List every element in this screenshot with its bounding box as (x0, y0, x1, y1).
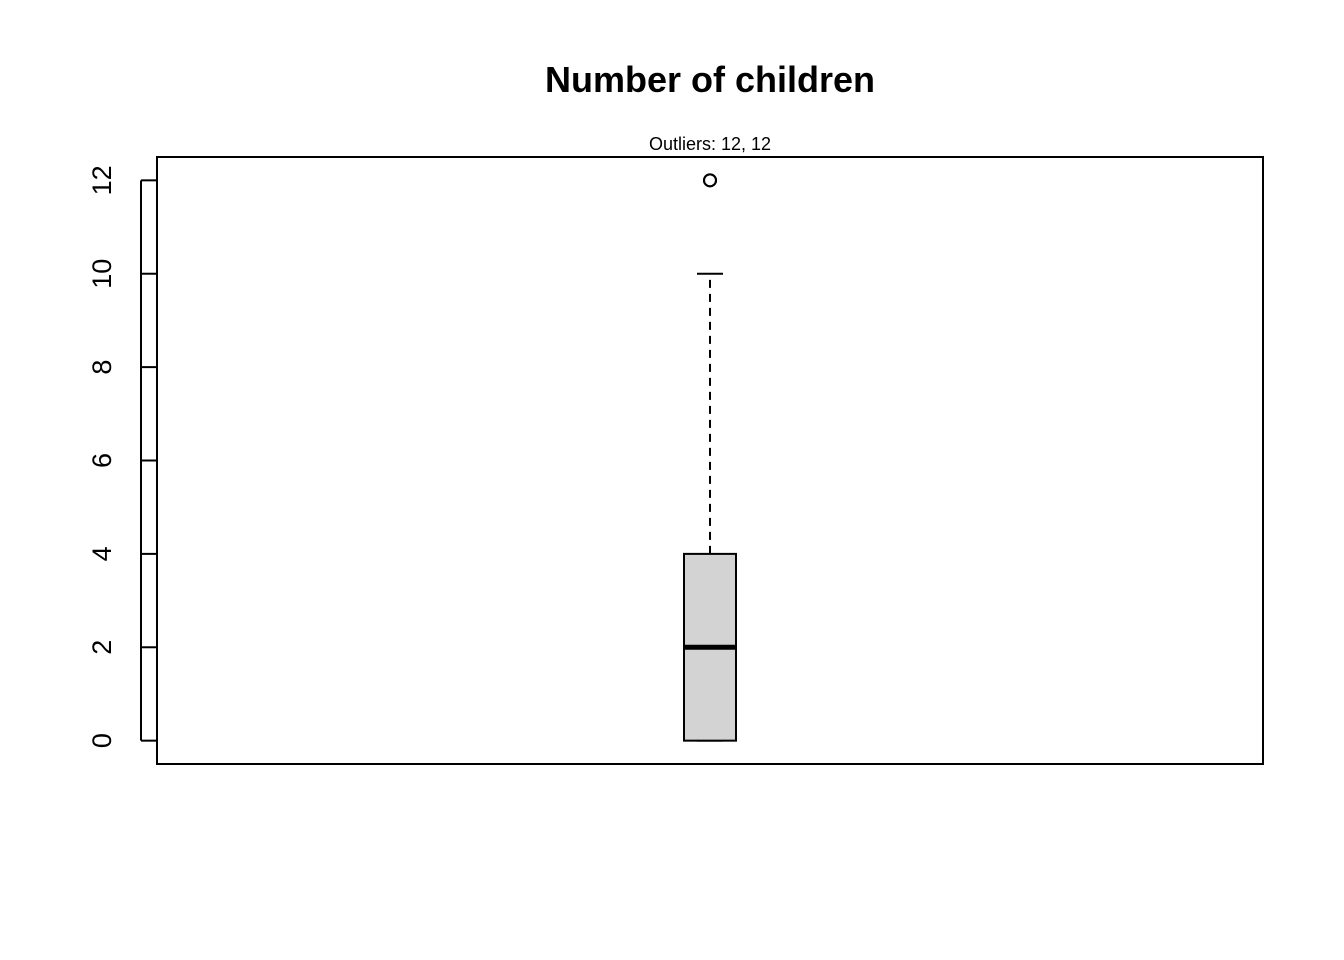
y-tick-label: 6 (87, 453, 117, 468)
box-plot (683, 173, 737, 742)
y-tick-label: 10 (87, 259, 117, 289)
y-axis: 0 2 4 6 8 10 12 (87, 165, 157, 748)
outliers-subtitle: Outliers: 12, 12 (649, 134, 771, 154)
y-tick-label: 12 (87, 165, 117, 195)
y-tick-label: 2 (87, 640, 117, 655)
y-tick-label: 0 (87, 733, 117, 748)
y-tick-label: 4 (87, 546, 117, 561)
outlier-point (703, 173, 717, 188)
y-tick-label: 8 (87, 360, 117, 375)
chart-title: Number of children (545, 59, 875, 100)
